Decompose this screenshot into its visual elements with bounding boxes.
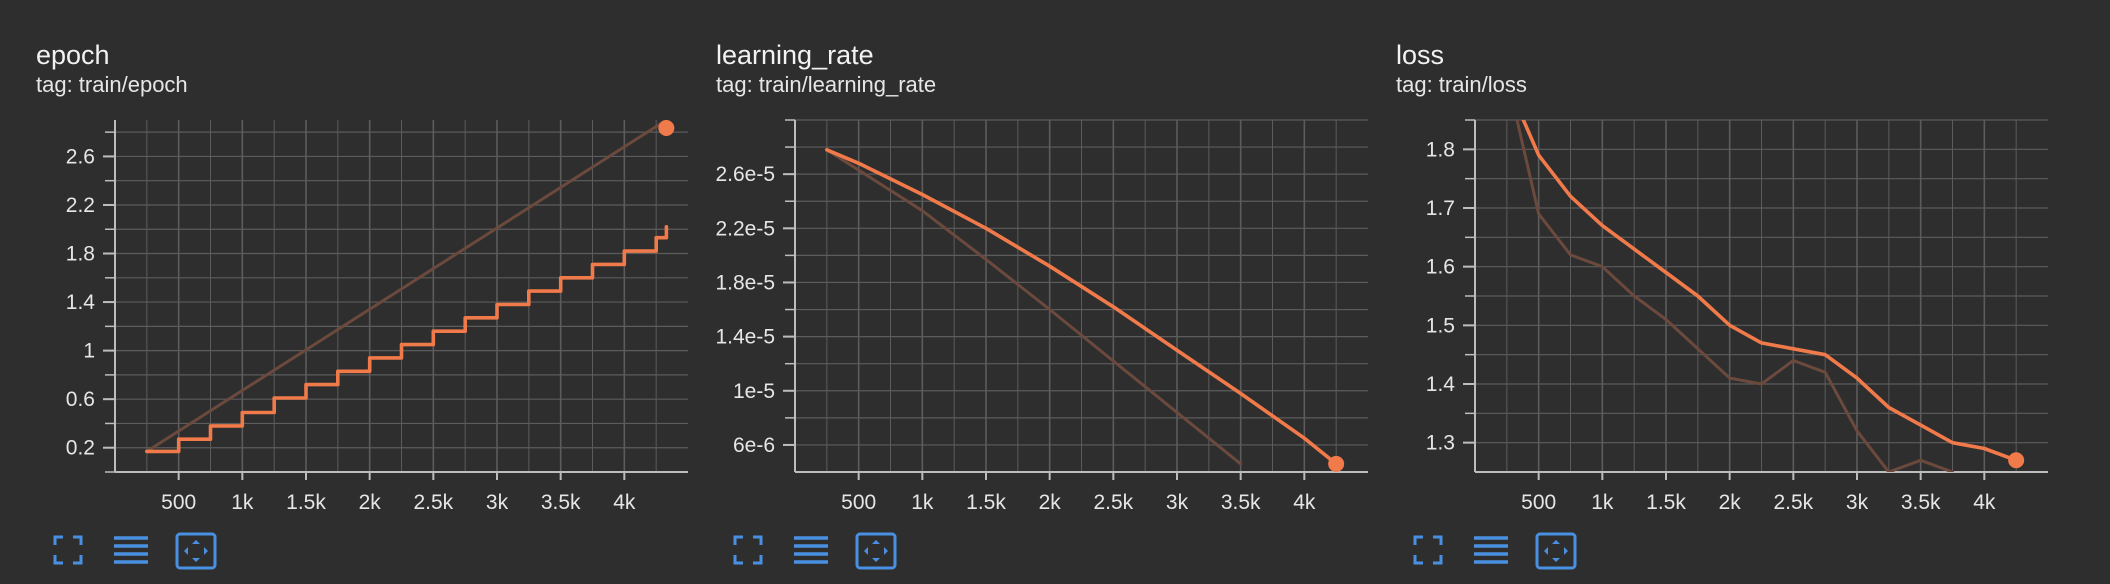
- y-tick-label: 1.7: [1426, 197, 1455, 220]
- x-tick-label: 2.5k: [413, 491, 453, 514]
- x-tick-label: 3.5k: [1221, 491, 1261, 514]
- fullscreen-button[interactable]: [1410, 532, 1446, 568]
- series-line-raw: [825, 148, 1243, 466]
- fullscreen-icon: [1413, 535, 1443, 565]
- x-tick-label: 2k: [359, 491, 382, 514]
- last-point-marker[interactable]: [1328, 455, 1345, 472]
- x-tick-label: 500: [841, 491, 876, 514]
- data-table-icon: [794, 536, 828, 564]
- x-tick-label: 1.5k: [286, 491, 326, 514]
- y-tick-label: 2.2e-5: [715, 217, 775, 240]
- y-tick-label: 1.6: [1426, 256, 1455, 279]
- data-table-button[interactable]: [112, 532, 148, 568]
- y-tick-label: 1e-5: [733, 380, 775, 403]
- y-tick-label: 2.6: [66, 145, 95, 168]
- x-tick-label: 3.5k: [1901, 491, 1941, 514]
- y-tick-label: 1.3: [1426, 432, 1455, 455]
- x-tick-label: 3k: [486, 491, 509, 514]
- fullscreen-icon: [733, 535, 763, 565]
- series-line-smoothed: [1521, 120, 2018, 463]
- fit-domain-icon: [855, 532, 897, 570]
- y-tick-label: 6e-6: [733, 434, 775, 457]
- y-tick-label: 1.8: [66, 243, 95, 266]
- y-tick-label: 1.5: [1426, 314, 1455, 337]
- chart-loss[interactable]: 1.3 1.4 1.5 1.6 1.7 1.8 500 1k 1.5k 2k 2.5k 3k 3.5k 4…: [1360, 0, 2048, 584]
- x-tick-label: 2.5k: [1093, 491, 1133, 514]
- y-tick-label: 0.6: [66, 388, 95, 411]
- data-table-button[interactable]: [1472, 532, 1508, 568]
- fit-domain-button[interactable]: [855, 532, 897, 570]
- grid: [1465, 119, 2048, 472]
- x-tick-label: 2.5k: [1773, 491, 1813, 514]
- x-tick-label: 1.5k: [966, 491, 1006, 514]
- x-tick-label: 3k: [1846, 491, 1869, 514]
- y-tick-label: 2.2: [66, 194, 95, 217]
- fit-domain-icon: [1535, 532, 1577, 570]
- chart-title: epoch: [36, 40, 110, 70]
- data-table-button[interactable]: [792, 532, 828, 568]
- fullscreen-button[interactable]: [50, 532, 86, 568]
- series-line-raw: [145, 120, 668, 453]
- x-tick-label: 1k: [1591, 491, 1614, 514]
- y-tick-label: 1: [83, 340, 95, 363]
- y-tick-label: 1.4: [1426, 373, 1456, 396]
- y-tick-label: 1.8: [1426, 138, 1455, 161]
- fullscreen-icon: [53, 535, 83, 565]
- chart-tag: tag: train/learning_rate: [716, 72, 937, 97]
- x-tick-label: 1k: [911, 491, 934, 514]
- data-table-icon: [1474, 536, 1508, 564]
- data-table-icon: [114, 536, 148, 564]
- x-tick-label: 500: [161, 491, 196, 514]
- grid: [105, 120, 688, 473]
- x-tick-label: 1k: [231, 491, 254, 514]
- x-tick-label: 4k: [613, 491, 636, 514]
- x-tick-label: 2k: [1039, 491, 1062, 514]
- fullscreen-button[interactable]: [730, 532, 766, 568]
- chart-title: loss: [1396, 40, 1445, 70]
- x-tick-label: 4k: [1293, 491, 1316, 514]
- chart-title: learning_rate: [716, 40, 874, 70]
- last-point-marker[interactable]: [658, 120, 675, 136]
- y-tick-label: 2.6e-5: [715, 163, 775, 186]
- fit-domain-button[interactable]: [175, 532, 217, 570]
- y-tick-label: 1.4: [66, 291, 96, 314]
- chart-learning-rate[interactable]: 6e-6 1e-5 1.4e-5 1.8e-5 2.2e-5 2.6e-5 500 1k 1.5…: [680, 0, 1368, 584]
- series-line-raw: [1515, 120, 1954, 472]
- x-tick-label: 1.5k: [1646, 491, 1686, 514]
- x-tick-label: 3k: [1166, 491, 1189, 514]
- grid: [785, 119, 1368, 472]
- chart-card-learning-rate: learning_rate tag: train/learning_rate 6…: [680, 0, 1368, 584]
- series-line-smoothed: [145, 225, 669, 454]
- x-tick-label: 3.5k: [541, 491, 581, 514]
- x-tick-label: 4k: [1973, 491, 1996, 514]
- chart-card-epoch: epoch tag: train/epoch 0.2 0.6 1 1.4 1.8 2.2 2…: [0, 0, 688, 584]
- x-tick-label: 500: [1521, 491, 1556, 514]
- chart-card-loss: loss tag: train/loss 1.3 1.4 1.5 1.6 1.7 1.8 5…: [1360, 0, 2048, 584]
- fit-domain-icon: [175, 532, 217, 570]
- y-tick-label: 1.4e-5: [715, 326, 775, 349]
- chart-tag: tag: train/loss: [1396, 72, 1527, 97]
- fit-domain-button[interactable]: [1535, 532, 1577, 570]
- chart-epoch[interactable]: 0.2 0.6 1 1.4 1.8 2.2 2.6 500 1k 1.5k 2k 2.5k 3k 3.5k…: [0, 0, 688, 584]
- series-line-smoothed: [825, 148, 1338, 466]
- y-tick-label: 0.2: [66, 437, 95, 460]
- y-tick-label: 1.8e-5: [715, 271, 775, 294]
- last-point-marker[interactable]: [2008, 452, 2025, 469]
- x-tick-label: 2k: [1719, 491, 1742, 514]
- chart-tag: tag: train/epoch: [36, 72, 188, 97]
